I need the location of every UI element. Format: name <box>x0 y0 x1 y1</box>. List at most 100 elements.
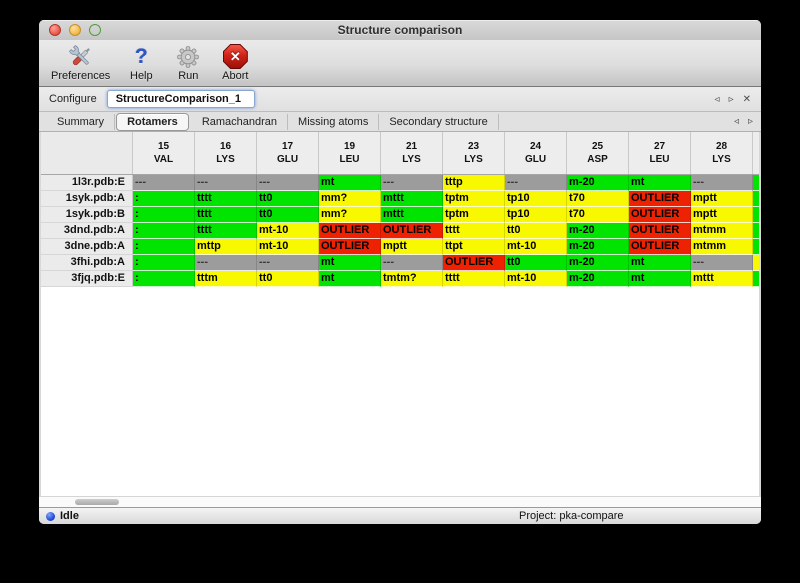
table-cell[interactable]: tt0 <box>505 255 567 271</box>
table-cell[interactable]: : <box>133 255 195 271</box>
row-label[interactable]: 1syk.pdb:A <box>41 191 133 207</box>
table-cell[interactable]: mt <box>319 255 381 271</box>
tabs-next-icon[interactable]: ▹ <box>747 116 753 127</box>
table-cell[interactable]: --- <box>691 175 753 191</box>
table-cell[interactable]: mt <box>629 175 691 191</box>
column-header-24[interactable]: 24 GLU <box>505 132 567 174</box>
row-label[interactable]: 1syk.pdb:B <box>41 207 133 223</box>
table-cell[interactable]: ttpt <box>443 239 505 255</box>
table-cell[interactable]: --- <box>257 175 319 191</box>
close-window-button[interactable] <box>49 24 61 36</box>
tab-missing-atoms[interactable]: Missing atoms <box>288 113 380 130</box>
table-cell[interactable]: m-20 <box>567 255 629 271</box>
table-cell[interactable]: --- <box>381 255 443 271</box>
column-header-17[interactable]: 17 GLU <box>257 132 319 174</box>
table-cell[interactable]: mt <box>629 271 691 287</box>
table-cell[interactable]: m-20 <box>567 175 629 191</box>
table-cell[interactable]: tttt <box>195 191 257 207</box>
table-cell[interactable]: : <box>133 223 195 239</box>
horizontal-scrollbar[interactable] <box>39 496 761 507</box>
table-cell[interactable]: tttp <box>443 175 505 191</box>
column-header-25[interactable]: 25 ASP <box>567 132 629 174</box>
table-cell[interactable]: : <box>133 271 195 287</box>
table-cell-partial[interactable] <box>753 239 759 255</box>
tab-summary[interactable]: Summary <box>47 113 116 130</box>
table-cell[interactable]: mt-10 <box>505 239 567 255</box>
table-cell[interactable]: OUTLIER <box>629 207 691 223</box>
table-cell[interactable]: tt0 <box>257 191 319 207</box>
table-cell[interactable]: OUTLIER <box>629 223 691 239</box>
table-cell-partial[interactable] <box>753 255 759 271</box>
table-cell[interactable]: mm? <box>319 207 381 223</box>
row-label[interactable]: 3dnd.pdb:A <box>41 223 133 239</box>
table-cell[interactable]: tt0 <box>257 207 319 223</box>
table-cell[interactable]: mptt <box>381 239 443 255</box>
table-cell[interactable]: mt <box>629 255 691 271</box>
table-cell-partial[interactable] <box>753 191 759 207</box>
table-cell[interactable]: OUTLIER <box>629 191 691 207</box>
configure-prev-icon[interactable]: ◃ <box>714 93 720 105</box>
help-button[interactable]: ? Help <box>125 43 157 82</box>
table-cell[interactable]: mttt <box>381 207 443 223</box>
tab-secondary-structure[interactable]: Secondary structure <box>379 113 499 130</box>
preferences-button[interactable]: Preferences <box>51 43 110 82</box>
table-cell[interactable]: mptt <box>691 191 753 207</box>
table-cell[interactable]: tmtm? <box>381 271 443 287</box>
configure-close-icon[interactable]: ✕ <box>742 93 751 105</box>
row-label[interactable]: 1l3r.pdb:E <box>41 175 133 191</box>
table-cell[interactable]: OUTLIER <box>381 223 443 239</box>
table-cell[interactable]: m-20 <box>567 223 629 239</box>
table-cell[interactable]: tttt <box>195 223 257 239</box>
tabs-prev-icon[interactable]: ◃ <box>733 116 739 127</box>
configure-next-icon[interactable]: ▹ <box>728 93 734 105</box>
table-cell[interactable]: mtmm <box>691 239 753 255</box>
table-cell[interactable]: m-20 <box>567 239 629 255</box>
table-cell[interactable]: OUTLIER <box>629 239 691 255</box>
table-cell[interactable]: mt <box>319 271 381 287</box>
table-cell-partial[interactable] <box>753 223 759 239</box>
table-cell[interactable]: tptm <box>443 207 505 223</box>
table-cell[interactable]: mttp <box>195 239 257 255</box>
row-label[interactable]: 3fhi.pdb:A <box>41 255 133 271</box>
table-cell[interactable]: tptm <box>443 191 505 207</box>
table-cell[interactable]: m-20 <box>567 271 629 287</box>
table-cell[interactable]: tt0 <box>505 223 567 239</box>
table-cell[interactable]: --- <box>133 175 195 191</box>
column-header-15[interactable]: 15 VAL <box>133 132 195 174</box>
zoom-window-button[interactable] <box>89 24 101 36</box>
table-cell[interactable]: tt0 <box>257 271 319 287</box>
table-cell[interactable]: t70 <box>567 207 629 223</box>
table-cell[interactable]: mttt <box>691 271 753 287</box>
column-header-21[interactable]: 21 LYS <box>381 132 443 174</box>
table-cell[interactable]: tttm <box>195 271 257 287</box>
table-cell[interactable]: : <box>133 207 195 223</box>
scrollbar-thumb[interactable] <box>75 499 119 505</box>
table-cell[interactable]: mt-10 <box>257 223 319 239</box>
configuration-name-field[interactable]: StructureComparison_1 <box>106 90 255 108</box>
tab-ramachandran[interactable]: Ramachandran <box>192 113 289 130</box>
table-cell[interactable]: --- <box>505 175 567 191</box>
table-cell[interactable]: --- <box>195 175 257 191</box>
table-cell[interactable]: tttt <box>443 271 505 287</box>
table-cell-partial[interactable] <box>753 271 759 287</box>
table-cell[interactable]: --- <box>195 255 257 271</box>
table-cell[interactable]: OUTLIER <box>319 223 381 239</box>
table-cell[interactable]: mtmm <box>691 223 753 239</box>
table-cell[interactable]: mm? <box>319 191 381 207</box>
table-cell[interactable]: tp10 <box>505 191 567 207</box>
table-cell[interactable]: tttt <box>443 223 505 239</box>
column-header-19[interactable]: 19 LEU <box>319 132 381 174</box>
table-cell[interactable]: tp10 <box>505 207 567 223</box>
table-cell[interactable]: mt-10 <box>257 239 319 255</box>
table-cell[interactable]: --- <box>381 175 443 191</box>
abort-button[interactable]: ✕ Abort <box>219 43 251 82</box>
table-cell[interactable]: --- <box>257 255 319 271</box>
table-cell[interactable]: mptt <box>691 207 753 223</box>
column-header-27[interactable]: 27 LEU <box>629 132 691 174</box>
table-cell[interactable]: OUTLIER <box>443 255 505 271</box>
table-cell[interactable]: tttt <box>195 207 257 223</box>
table-cell[interactable]: --- <box>691 255 753 271</box>
row-label[interactable]: 3dne.pdb:A <box>41 239 133 255</box>
column-header-23[interactable]: 23 LYS <box>443 132 505 174</box>
row-label[interactable]: 3fjq.pdb:E <box>41 271 133 287</box>
